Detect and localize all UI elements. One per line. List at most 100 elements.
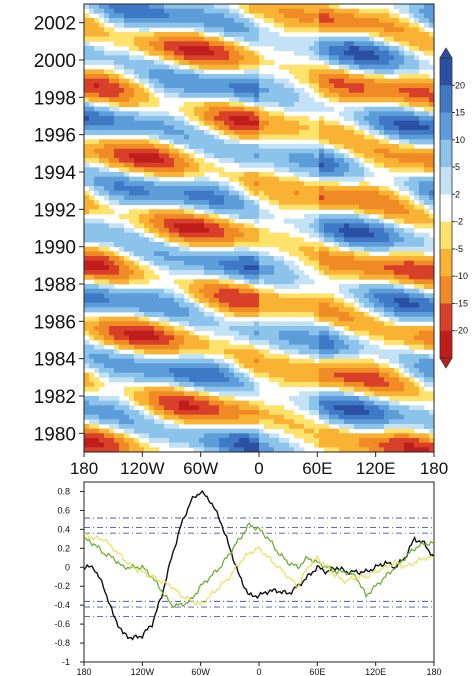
heatmap-cell <box>374 284 380 290</box>
heatmap-cell <box>329 190 335 196</box>
heatmap-cell <box>259 260 265 266</box>
heatmap-cell <box>244 265 250 271</box>
heatmap-cell <box>304 218 310 224</box>
heatmap-cell <box>84 298 90 304</box>
heatmap-cell <box>334 382 340 388</box>
heatmap-cell <box>244 200 250 206</box>
heatmap-cell <box>279 382 285 388</box>
heatmap-cell <box>99 256 105 262</box>
heatmap-cell <box>89 27 95 33</box>
heatmap-cell <box>264 83 270 89</box>
heatmap-cell <box>349 78 355 84</box>
heatmap-cell <box>414 4 420 10</box>
heatmap-cell <box>234 246 240 252</box>
heatmap-cell <box>299 335 305 341</box>
heatmap-cell <box>389 134 395 140</box>
heatmap-cell <box>344 153 350 159</box>
heatmap-cell <box>409 326 415 332</box>
heatmap-cell <box>159 256 165 262</box>
heatmap-cell <box>274 368 280 374</box>
heatmap-cell <box>274 125 280 131</box>
heatmap-cell <box>154 181 160 187</box>
heatmap-cell <box>354 326 360 332</box>
heatmap-cell <box>384 134 390 140</box>
heatmap-cell <box>279 242 285 248</box>
heatmap-cell <box>229 270 235 276</box>
heatmap-cell <box>359 139 365 145</box>
heatmap-cell <box>129 97 135 103</box>
heatmap-cell <box>229 55 235 61</box>
heatmap-cell <box>199 190 205 196</box>
heatmap-cell <box>314 223 320 229</box>
heatmap-cell <box>224 32 230 38</box>
heatmap-cell <box>279 279 285 285</box>
heatmap-cell <box>339 144 345 150</box>
heatmap-cell <box>414 246 420 252</box>
heatmap-cell <box>289 158 295 164</box>
heatmap-cell <box>339 312 345 318</box>
heatmap-cell <box>154 223 160 229</box>
heatmap-cell <box>339 256 345 262</box>
heatmap-cell <box>409 116 415 122</box>
heatmap-cell <box>224 120 230 126</box>
heatmap-cell <box>304 172 310 178</box>
heatmap-cell <box>264 209 270 215</box>
heatmap-cell <box>249 88 255 94</box>
heatmap-cell <box>109 377 115 383</box>
heatmap-cell <box>179 60 185 66</box>
heatmap-cell <box>324 349 330 355</box>
heatmap-cell <box>384 335 390 341</box>
heatmap-cell <box>84 284 90 290</box>
heatmap-cell <box>194 46 200 52</box>
heatmap-cell <box>214 218 220 224</box>
heatmap-cell <box>229 144 235 150</box>
heatmap-cell <box>279 167 285 173</box>
heatmap-cell <box>89 148 95 154</box>
heatmap-cell <box>224 74 230 80</box>
heatmap-cell <box>254 349 260 355</box>
heatmap-cell <box>144 372 150 378</box>
heatmap-cell <box>99 153 105 159</box>
heatmap-cell <box>229 64 235 70</box>
heatmap-cell <box>104 307 110 313</box>
heatmap-cell <box>389 162 395 168</box>
heatmap-cell <box>334 176 340 182</box>
heatmap-cell <box>219 237 225 243</box>
heatmap-cell <box>114 32 120 38</box>
heatmap-cell <box>344 111 350 117</box>
heatmap-cell <box>119 92 125 98</box>
heatmap-cell <box>199 83 205 89</box>
heatmap-cell <box>399 354 405 360</box>
heatmap-cell <box>404 88 410 94</box>
heatmap-cell <box>209 64 215 70</box>
heatmap-cell <box>149 69 155 75</box>
heatmap-cell <box>319 125 325 131</box>
heatmap-cell <box>284 265 290 271</box>
heatmap-cell <box>309 78 315 84</box>
heatmap-cell <box>409 270 415 276</box>
heatmap-cell <box>239 321 245 327</box>
heatmap-cell <box>334 167 340 173</box>
heatmap-cell <box>159 181 165 187</box>
heatmap-cell <box>99 279 105 285</box>
heatmap-cell <box>299 293 305 299</box>
heatmap-cell <box>219 251 225 257</box>
heatmap-cell <box>359 181 365 187</box>
heatmap-cell <box>124 354 130 360</box>
heatmap-cell <box>94 116 100 122</box>
heatmap-cell <box>294 251 300 257</box>
heatmap-cell <box>164 13 170 19</box>
heatmap-cell <box>359 237 365 243</box>
heatmap-cell <box>359 288 365 294</box>
heatmap-cell <box>384 228 390 234</box>
heatmap-cell <box>169 78 175 84</box>
heatmap-cell <box>219 55 225 61</box>
heatmap-cell <box>224 284 230 290</box>
heatmap-cell <box>334 312 340 318</box>
heatmap-cell <box>134 116 140 122</box>
heatmap-cell <box>124 368 130 374</box>
heatmap-cell <box>409 349 415 355</box>
heatmap-cell <box>329 349 335 355</box>
heatmap-cell <box>129 176 135 182</box>
heatmap-cell <box>199 232 205 238</box>
